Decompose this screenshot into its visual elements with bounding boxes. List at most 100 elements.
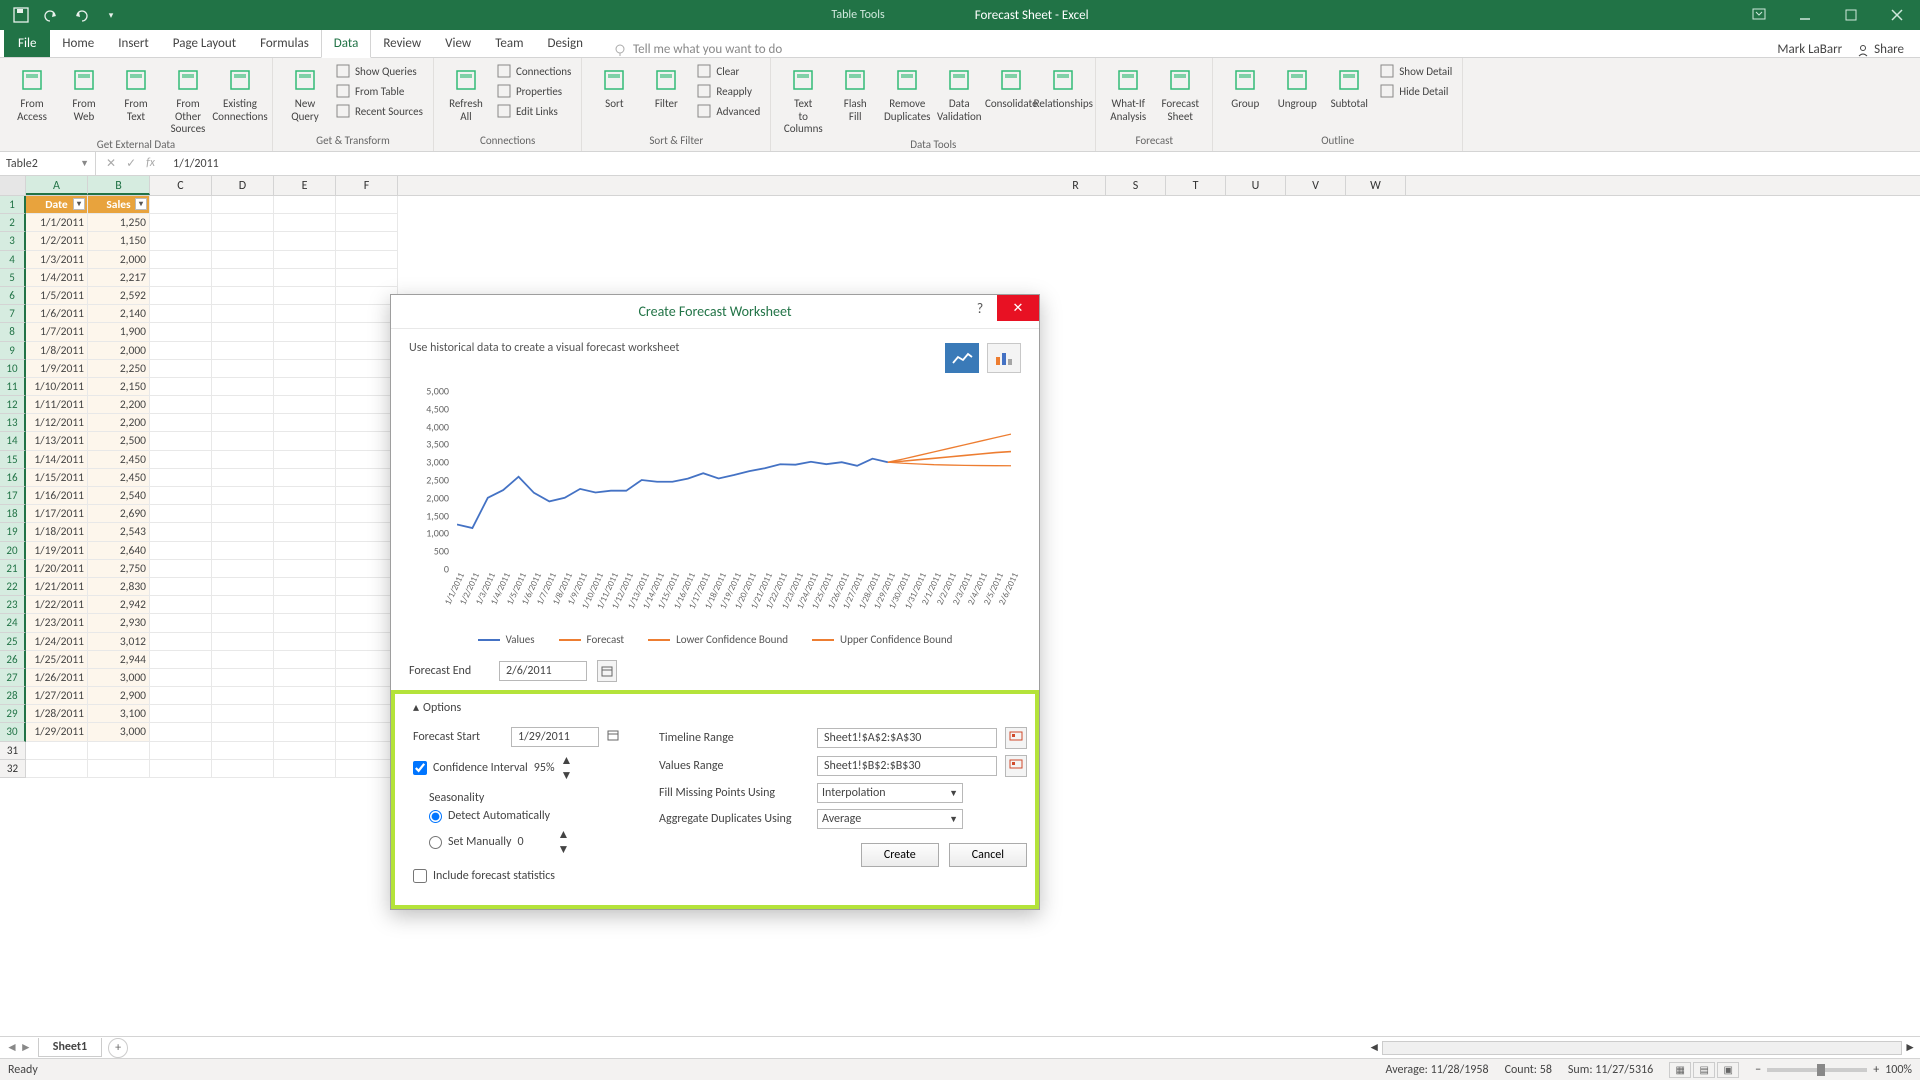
cell[interactable] — [336, 760, 398, 778]
include-stats-checkbox[interactable] — [413, 869, 427, 883]
ribbon-cmd-hide-detail[interactable]: Hide Detail — [1377, 82, 1454, 100]
ribbon-cmd-recent-sources[interactable]: Recent Sources — [333, 102, 425, 120]
cell[interactable] — [274, 196, 336, 214]
cell[interactable]: 1/12/2011 — [26, 414, 88, 432]
ribbon-cmd-reapply[interactable]: Reapply — [694, 82, 762, 100]
cell[interactable] — [150, 633, 212, 651]
row-header[interactable]: 3 — [0, 232, 26, 250]
cell[interactable] — [150, 505, 212, 523]
calendar-icon[interactable] — [597, 660, 617, 682]
cell[interactable]: 1,150 — [88, 232, 150, 250]
sheet-tab-active[interactable]: Sheet1 — [38, 1038, 102, 1057]
column-header[interactable]: V — [1286, 176, 1346, 195]
spin-down-icon[interactable]: ▼ — [561, 768, 573, 783]
row-header[interactable]: 27 — [0, 669, 26, 687]
cell[interactable] — [212, 542, 274, 560]
cell[interactable] — [336, 214, 398, 232]
cell[interactable]: Date▾ — [26, 196, 88, 214]
cell[interactable] — [274, 687, 336, 705]
cell[interactable] — [336, 323, 398, 341]
minimize-icon[interactable] — [1782, 0, 1828, 30]
worksheet-grid[interactable]: ABCDEFRSTUVW 1Date▾Sales▾21/1/20111,2503… — [0, 176, 1920, 1036]
cell[interactable]: Sales▾ — [88, 196, 150, 214]
cell[interactable]: 1/3/2011 — [26, 251, 88, 269]
options-toggle[interactable]: ▴ Options — [413, 700, 1017, 715]
cell[interactable] — [150, 414, 212, 432]
cell[interactable] — [150, 596, 212, 614]
cell[interactable] — [150, 323, 212, 341]
cell[interactable]: 2,140 — [88, 305, 150, 323]
cell[interactable] — [212, 578, 274, 596]
cell[interactable] — [336, 723, 398, 741]
cell[interactable] — [212, 414, 274, 432]
column-header[interactable]: S — [1106, 176, 1166, 195]
row-header[interactable]: 12 — [0, 396, 26, 414]
cell[interactable]: 1/13/2011 — [26, 432, 88, 450]
filter-icon[interactable]: ▾ — [135, 198, 147, 210]
cell[interactable] — [150, 251, 212, 269]
cell[interactable] — [336, 378, 398, 396]
values-range-input[interactable]: Sheet1!$B$2:$B$30 — [817, 756, 997, 776]
cell[interactable] — [336, 360, 398, 378]
cell[interactable] — [336, 287, 398, 305]
row-header[interactable]: 8 — [0, 323, 26, 341]
cell[interactable] — [150, 578, 212, 596]
close-icon[interactable] — [1874, 0, 1920, 30]
cell[interactable]: 2,450 — [88, 451, 150, 469]
cell[interactable] — [212, 596, 274, 614]
ribbon-tab-team[interactable]: Team — [483, 30, 535, 57]
zoom-out-icon[interactable]: − — [1755, 1063, 1761, 1077]
cell[interactable] — [212, 305, 274, 323]
cell[interactable]: 1/6/2011 — [26, 305, 88, 323]
cell[interactable] — [336, 451, 398, 469]
cancel-button[interactable]: Cancel — [949, 843, 1027, 867]
ribbon-cmd-from-other-sources[interactable]: FromOther Sources — [164, 62, 212, 138]
ribbon-cmd-remove-duplicates[interactable]: RemoveDuplicates — [883, 62, 931, 125]
cell[interactable] — [150, 196, 212, 214]
cell[interactable] — [336, 651, 398, 669]
cell[interactable] — [274, 432, 336, 450]
ribbon-tab-insert[interactable]: Insert — [106, 30, 161, 57]
cell[interactable] — [150, 669, 212, 687]
cell[interactable]: 1/17/2011 — [26, 505, 88, 523]
close-icon[interactable]: ✕ — [997, 295, 1039, 321]
cell[interactable] — [274, 651, 336, 669]
cell[interactable] — [274, 323, 336, 341]
ribbon-tab-review[interactable]: Review — [371, 30, 433, 57]
cell[interactable]: 1/8/2011 — [26, 342, 88, 360]
cell[interactable]: 2,944 — [88, 651, 150, 669]
cell[interactable] — [150, 523, 212, 541]
redo-icon[interactable] — [68, 4, 94, 26]
cell[interactable] — [274, 214, 336, 232]
cell[interactable]: 1/29/2011 — [26, 723, 88, 741]
column-header[interactable]: D — [212, 176, 274, 195]
cell[interactable] — [212, 633, 274, 651]
cell[interactable] — [150, 469, 212, 487]
cell[interactable] — [336, 469, 398, 487]
cell[interactable] — [336, 251, 398, 269]
cell[interactable] — [150, 487, 212, 505]
cell[interactable] — [336, 560, 398, 578]
column-header[interactable]: A — [26, 176, 88, 195]
cell[interactable] — [150, 723, 212, 741]
ribbon-tab-data[interactable]: Data — [321, 29, 372, 58]
cell[interactable] — [212, 432, 274, 450]
cell[interactable] — [26, 742, 88, 760]
normal-view-icon[interactable]: ▦ — [1669, 1062, 1691, 1078]
cell[interactable]: 2,450 — [88, 469, 150, 487]
name-box[interactable]: Table2 ▼ — [0, 152, 96, 175]
cell[interactable] — [150, 342, 212, 360]
cell[interactable] — [150, 687, 212, 705]
cell[interactable] — [150, 378, 212, 396]
forecast-start-input[interactable]: 1/29/2011 — [511, 727, 599, 747]
ribbon-cmd-consolidate[interactable]: Consolidate — [987, 62, 1035, 113]
ribbon-cmd-subtotal[interactable]: Subtotal — [1325, 62, 1373, 113]
detect-auto-radio[interactable] — [429, 810, 442, 823]
ribbon-cmd-text-to-columns[interactable]: Textto Columns — [779, 62, 827, 138]
cell[interactable]: 3,100 — [88, 705, 150, 723]
row-header[interactable]: 16 — [0, 469, 26, 487]
ribbon-cmd-sort[interactable]: Sort — [590, 62, 638, 113]
cell[interactable] — [212, 469, 274, 487]
row-header[interactable]: 24 — [0, 614, 26, 632]
ribbon-cmd-edit-links[interactable]: Edit Links — [494, 102, 573, 120]
